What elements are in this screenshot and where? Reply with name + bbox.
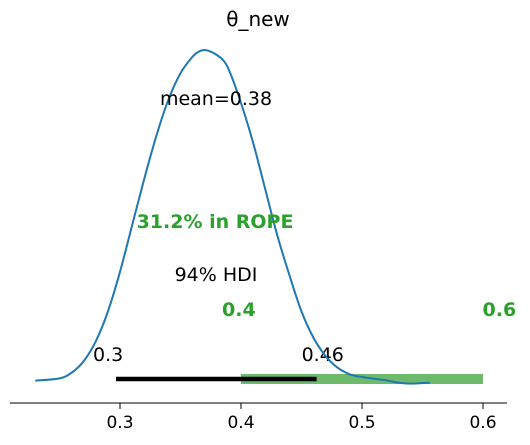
x-tick-label: 0.4 — [227, 413, 254, 433]
rope-low-label: 0.4 — [222, 299, 256, 321]
x-tick-label: 0.6 — [469, 413, 496, 433]
hdi-high-label: 0.46 — [302, 344, 344, 366]
rope-percentage-label: 31.2% in ROPE — [137, 211, 294, 233]
hdi-low-label: 0.3 — [93, 344, 123, 366]
rope-bar — [241, 374, 483, 384]
x-tick-label: 0.5 — [348, 413, 375, 433]
density-curve — [35, 48, 430, 385]
x-tick-label: 0.3 — [106, 413, 133, 433]
hdi-label: 94% HDI — [175, 264, 258, 286]
density-layer — [35, 48, 430, 385]
mean-label: mean=0.38 — [160, 88, 272, 110]
hdi-layer: 0.3 0.46 — [93, 344, 344, 382]
x-axis: 0.3 0.4 0.5 0.6 — [10, 402, 507, 433]
chart-title: θ_new — [226, 7, 290, 31]
rope-layer: 0.4 0.6 — [222, 299, 516, 384]
rope-high-label: 0.6 — [483, 299, 517, 321]
